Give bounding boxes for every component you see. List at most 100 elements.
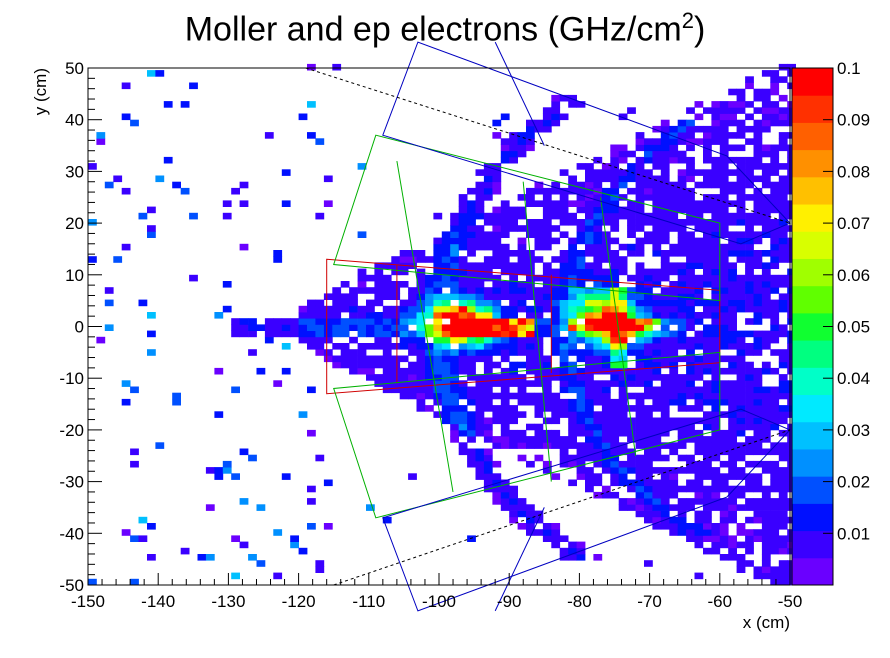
heatmap-cell xyxy=(298,312,308,319)
heatmap-cell xyxy=(601,429,611,437)
heatmap-cell xyxy=(492,206,502,214)
heatmap-cell xyxy=(677,516,687,524)
heatmap-cell xyxy=(517,150,527,158)
heatmap-cell xyxy=(728,101,737,108)
heatmap-cell xyxy=(526,343,535,350)
heatmap-cell xyxy=(601,411,611,418)
heatmap-cell xyxy=(736,101,746,108)
heatmap-cell xyxy=(483,299,493,307)
heatmap-cell xyxy=(652,299,662,307)
heatmap-cell xyxy=(492,324,502,331)
heatmap-cell xyxy=(761,541,771,549)
heatmap-cell xyxy=(703,498,712,505)
heatmap-cell xyxy=(635,405,645,412)
heatmap-cell xyxy=(542,374,552,381)
heatmap-cell xyxy=(711,529,721,536)
heatmap-cell xyxy=(745,442,754,449)
heatmap-cell xyxy=(475,386,485,394)
heatmap-cell xyxy=(703,411,712,418)
heatmap-cell xyxy=(433,380,443,387)
heatmap-cell xyxy=(761,535,771,542)
heatmap-cell xyxy=(500,150,510,158)
heatmap-cell xyxy=(483,436,493,443)
heatmap-cell xyxy=(736,485,746,493)
heatmap-cell xyxy=(509,318,518,325)
heatmap-cell xyxy=(761,219,771,226)
colorbar-swatch xyxy=(792,476,833,504)
heatmap-cell xyxy=(753,281,763,288)
heatmap-cell xyxy=(315,312,325,319)
heatmap-cell xyxy=(500,479,510,487)
heatmap-cell xyxy=(719,219,729,226)
heatmap-cell xyxy=(147,523,156,530)
heatmap-cell xyxy=(450,219,459,226)
heatmap-cell xyxy=(660,510,670,518)
heatmap-cell xyxy=(517,436,527,443)
heatmap-cell xyxy=(635,200,645,207)
heatmap-cell xyxy=(669,219,679,226)
heatmap-cell xyxy=(585,237,594,245)
heatmap-cell xyxy=(509,132,518,139)
heatmap-cell xyxy=(433,361,443,369)
heatmap-cell xyxy=(517,498,527,505)
heatmap-cell xyxy=(593,386,603,394)
heatmap-cell xyxy=(542,529,552,536)
heatmap-cell xyxy=(635,454,645,462)
heatmap-cell xyxy=(753,293,763,300)
heatmap-cell xyxy=(728,485,737,493)
heatmap-cell xyxy=(644,274,653,282)
heatmap-cell xyxy=(652,312,662,319)
heatmap-cell xyxy=(711,305,721,313)
heatmap-cell xyxy=(391,281,401,288)
heatmap-cell xyxy=(652,516,662,524)
heatmap-cell xyxy=(703,460,712,468)
heatmap-cell xyxy=(644,417,653,425)
heatmap-cell xyxy=(711,361,721,369)
heatmap-cell xyxy=(719,119,729,127)
heatmap-cell xyxy=(593,336,603,344)
heatmap-cell xyxy=(703,175,712,183)
heatmap-cell xyxy=(593,423,603,431)
heatmap-cell xyxy=(719,324,729,331)
heatmap-cell xyxy=(728,200,737,207)
heatmap-cell xyxy=(357,287,367,294)
heatmap-cell xyxy=(719,554,729,561)
heatmap-cell xyxy=(332,330,342,338)
heatmap-cell xyxy=(366,318,375,325)
heatmap-cell xyxy=(492,312,502,319)
heatmap-cell xyxy=(467,268,476,276)
heatmap-cell xyxy=(450,312,459,319)
heatmap-cell xyxy=(483,460,493,468)
heatmap-cell xyxy=(736,293,746,300)
heatmap-cell xyxy=(248,554,257,561)
heatmap-cell xyxy=(703,312,712,319)
heatmap-cell xyxy=(610,318,620,325)
heatmap-cell xyxy=(450,336,459,344)
heatmap-cell xyxy=(475,299,485,307)
heatmap-cell xyxy=(542,119,552,127)
heatmap-cell xyxy=(88,578,97,586)
heatmap-cell xyxy=(660,187,670,195)
heatmap-cell xyxy=(526,510,535,518)
heatmap-cell xyxy=(711,547,721,555)
heatmap-cell xyxy=(627,436,636,443)
heatmap-cell xyxy=(121,113,131,121)
heatmap-cell xyxy=(601,343,611,350)
heatmap-cell xyxy=(391,361,401,369)
heatmap-cell xyxy=(669,194,679,201)
heatmap-cell xyxy=(736,566,746,573)
heatmap-cell xyxy=(231,187,240,195)
heatmap-cell xyxy=(778,94,788,102)
heatmap-cell xyxy=(441,361,451,369)
heatmap-cell xyxy=(610,423,620,431)
heatmap-cell xyxy=(627,498,636,505)
heatmap-cell xyxy=(475,374,485,381)
heatmap-cell xyxy=(660,293,670,300)
heatmap-cell xyxy=(576,206,586,214)
heatmap-cell xyxy=(703,442,712,449)
heatmap-cell xyxy=(601,256,611,263)
heatmap-cell xyxy=(593,442,603,449)
heatmap-cell xyxy=(694,436,704,443)
heatmap-cell xyxy=(323,305,333,313)
heatmap-cell xyxy=(500,504,510,511)
